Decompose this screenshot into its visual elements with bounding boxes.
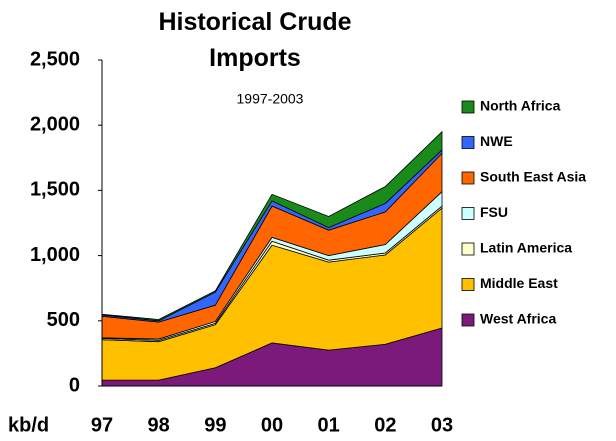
legend-swatch (461, 278, 475, 291)
y-tick-label: 1,500 (30, 179, 80, 201)
chart-subtitle: 1997-2003 (237, 91, 304, 107)
legend-label: Latin America (480, 240, 572, 256)
x-tick-label: 03 (431, 414, 453, 436)
y-tick-label: 500 (47, 309, 80, 331)
legend-label: North Africa (480, 98, 561, 114)
legend-swatch (461, 207, 475, 220)
legend-label: South East Asia (480, 169, 586, 185)
legend-label: NWE (480, 133, 513, 149)
y-tick-label: 0 (69, 374, 80, 396)
x-axis-label: kb/d (8, 414, 49, 436)
x-tick-label: 01 (318, 414, 340, 436)
x-tick-label: 97 (91, 414, 113, 436)
legend-swatch (461, 242, 475, 256)
legend-swatch (461, 136, 475, 149)
y-tick-label: 2,500 (30, 48, 80, 70)
x-tick-label: 99 (204, 414, 226, 436)
x-tick-label: 98 (148, 414, 170, 436)
legend-label: Middle East (480, 275, 558, 291)
x-tick-label: 00 (261, 414, 283, 436)
x-tick-label: 02 (374, 414, 396, 436)
legend-swatch (461, 171, 475, 185)
legend-swatch (461, 313, 475, 327)
chart-title: Historical Crude Imports (158, 8, 352, 72)
legend-swatch (461, 100, 475, 114)
y-tick-label: 2,000 (30, 113, 80, 135)
legend-label: West Africa (480, 311, 556, 327)
area (101, 130, 443, 322)
legend-label: FSU (480, 204, 508, 220)
y-tick-label: 1,000 (30, 244, 80, 266)
